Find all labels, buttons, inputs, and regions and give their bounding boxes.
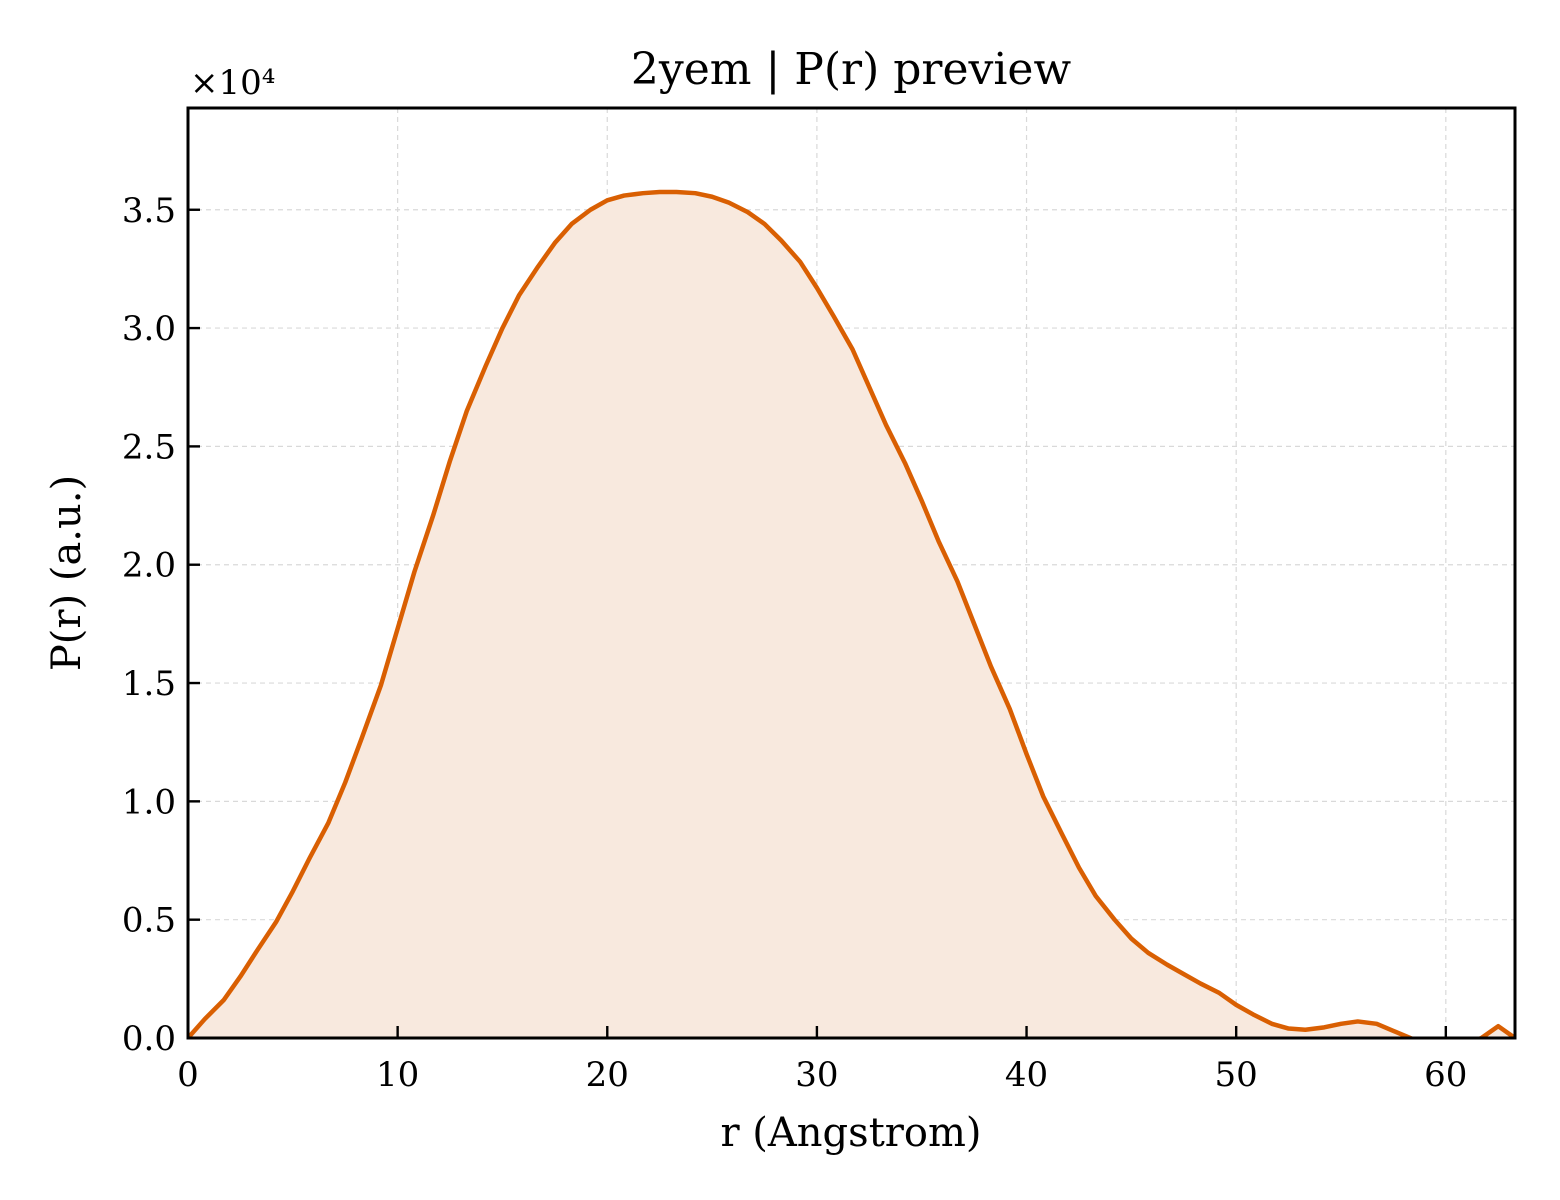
pr-series-line [188, 189, 1515, 1038]
x-axis-label: r (Angstrom) [720, 1110, 981, 1156]
y-tick-label: 1.5 [122, 664, 176, 704]
y-tick-label: 0.5 [122, 901, 176, 941]
y-tick-label: 2.0 [122, 546, 176, 586]
pr-area-fill [188, 192, 1515, 1038]
chart-title: 2yem | P(r) preview [631, 44, 1072, 95]
plot-frame [186, 106, 1517, 1040]
y-axis-label: P(r) (a.u.) [44, 475, 90, 671]
axis-ticks: 0 10 20 30 40 50 60 0.0 0.5 1.0 1.5 2.0 2.5 3.0 3.5 [122, 191, 1468, 1095]
x-tick-label: 10 [376, 1055, 419, 1095]
x-tick-label: 50 [1215, 1055, 1258, 1095]
y-tick-label: 3.5 [122, 191, 176, 231]
x-tick-label: 40 [1005, 1055, 1048, 1095]
y-tick-label: 0.0 [122, 1019, 176, 1059]
x-tick-label: 0 [177, 1055, 199, 1095]
y-tick-label: 2.5 [122, 427, 176, 467]
y-tick-label: 3.0 [122, 309, 176, 349]
x-tick-label: 60 [1424, 1055, 1467, 1095]
x-tick-label: 30 [795, 1055, 838, 1095]
y-tick-label: 1.0 [122, 782, 176, 822]
x-tick-label: 20 [586, 1055, 629, 1095]
y-multiplier-label: ×10⁴ [190, 63, 275, 103]
